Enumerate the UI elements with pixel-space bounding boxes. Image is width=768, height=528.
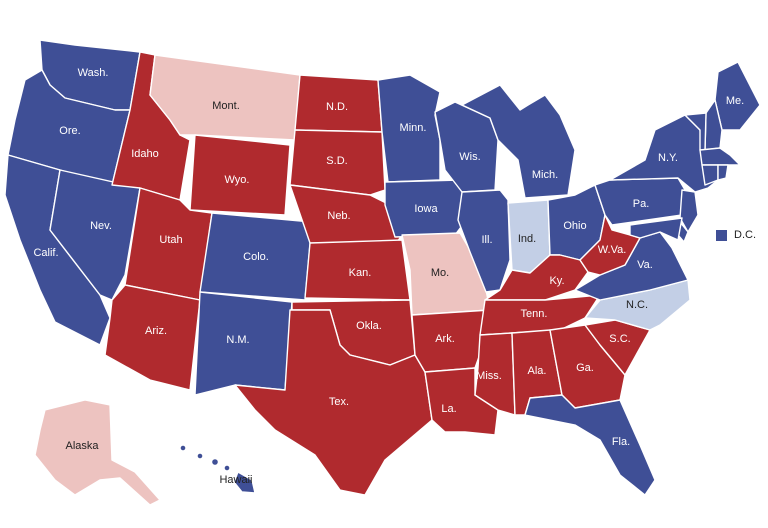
label-nv: Nev. bbox=[90, 220, 112, 232]
state-hi[interactable] bbox=[179, 444, 256, 494]
state-ky[interactable] bbox=[484, 254, 589, 301]
label-ms: Miss. bbox=[476, 370, 502, 382]
label-ok: Okla. bbox=[356, 320, 382, 332]
label-nc: N.C. bbox=[626, 299, 648, 311]
state-ak[interactable] bbox=[34, 399, 161, 506]
label-id: Idaho bbox=[131, 148, 159, 160]
state-ri[interactable] bbox=[717, 164, 729, 181]
label-tx: Tex. bbox=[329, 396, 349, 408]
dc-swatch[interactable] bbox=[716, 229, 727, 241]
label-va: Va. bbox=[637, 259, 653, 271]
label-in: Ind. bbox=[518, 233, 536, 245]
state-nj[interactable] bbox=[679, 189, 699, 233]
label-ne: Neb. bbox=[327, 210, 350, 222]
state-la[interactable] bbox=[424, 367, 499, 436]
label-fl: Fla. bbox=[612, 436, 630, 448]
label-la: La. bbox=[441, 403, 456, 415]
label-ga: Ga. bbox=[576, 362, 594, 374]
label-wi: Wis. bbox=[459, 151, 480, 163]
label-or: Ore. bbox=[59, 125, 80, 137]
label-az: Ariz. bbox=[145, 325, 167, 337]
label-ia: Iowa bbox=[414, 203, 438, 215]
label-hi: Hawaii bbox=[219, 474, 252, 486]
state-ma[interactable] bbox=[699, 147, 741, 166]
label-sd: S.D. bbox=[326, 155, 347, 167]
label-wa: Wash. bbox=[78, 67, 109, 79]
dc-legend: D.C. bbox=[716, 229, 756, 241]
label-pa: Pa. bbox=[633, 198, 650, 210]
state-tx[interactable] bbox=[234, 309, 433, 496]
label-al: Ala. bbox=[528, 365, 547, 377]
label-mn: Minn. bbox=[400, 122, 427, 134]
dc-label: D.C. bbox=[734, 229, 756, 241]
state-az[interactable] bbox=[104, 284, 201, 391]
label-ar: Ark. bbox=[435, 333, 455, 345]
label-mi: Mich. bbox=[532, 169, 558, 181]
label-nm: N.M. bbox=[226, 334, 249, 346]
label-wy: Wyo. bbox=[225, 174, 250, 186]
label-nd: N.D. bbox=[326, 101, 348, 113]
state-wy[interactable] bbox=[189, 134, 291, 216]
state-md[interactable] bbox=[629, 217, 683, 241]
label-ks: Kan. bbox=[349, 267, 372, 279]
label-tn: Tenn. bbox=[521, 308, 548, 320]
state-sc[interactable] bbox=[584, 319, 651, 376]
label-me: Me. bbox=[726, 95, 744, 107]
label-ca: Calif. bbox=[33, 247, 58, 259]
label-oh: Ohio bbox=[563, 220, 586, 232]
state-co[interactable] bbox=[199, 212, 313, 301]
label-co: Colo. bbox=[243, 251, 269, 263]
label-il: Ill. bbox=[482, 234, 493, 246]
label-sc: S.C. bbox=[609, 333, 630, 345]
label-mo: Mo. bbox=[431, 267, 449, 279]
label-ny: N.Y. bbox=[658, 152, 678, 164]
label-ky: Ky. bbox=[549, 275, 564, 287]
state-mi[interactable] bbox=[461, 84, 576, 199]
state-sd[interactable] bbox=[289, 129, 386, 196]
label-ak: Alaska bbox=[65, 440, 99, 452]
label-wv: W.Va. bbox=[598, 244, 627, 256]
label-ut: Utah bbox=[159, 234, 182, 246]
label-mt: Mont. bbox=[212, 100, 240, 112]
state-fl[interactable] bbox=[524, 394, 656, 496]
